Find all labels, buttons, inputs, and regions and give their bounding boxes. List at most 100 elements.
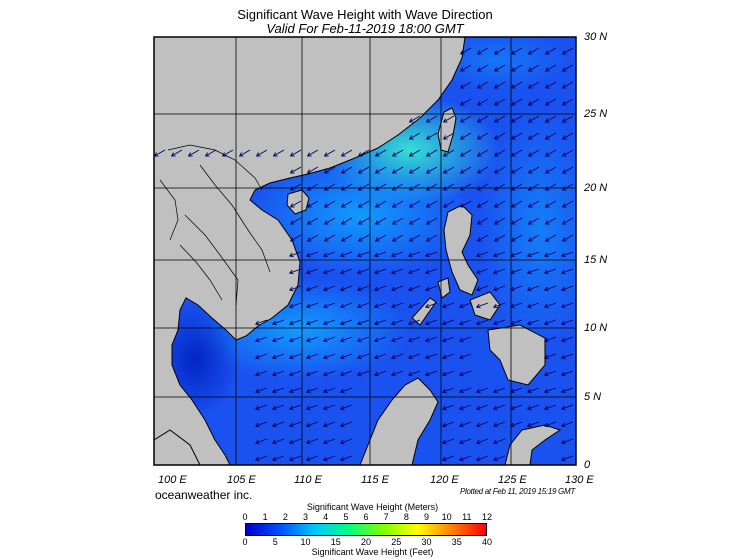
arrow-icon	[340, 149, 353, 157]
arrow-icon	[561, 81, 574, 89]
arrow-icon	[510, 166, 523, 174]
arrow-icon	[527, 98, 540, 106]
arrow-icon	[544, 234, 557, 242]
colorbar-tick: 10	[300, 537, 311, 547]
arrow-icon	[407, 319, 421, 326]
arrow-icon	[509, 285, 523, 292]
arrow-icon	[289, 217, 302, 225]
arrow-icon	[527, 200, 540, 208]
arrow-icon	[561, 200, 574, 208]
arrow-icon	[340, 166, 353, 174]
arrow-icon	[391, 183, 404, 191]
arrow-icon	[561, 234, 574, 242]
arrow-icon	[560, 387, 574, 394]
arrow-icon	[475, 438, 489, 445]
arrow-icon	[526, 251, 540, 258]
arrow-icon	[492, 455, 506, 462]
arrow-icon	[459, 132, 472, 140]
arrow-icon	[271, 370, 285, 377]
arrow-icon	[560, 421, 574, 428]
arrow-icon	[424, 336, 438, 343]
arrow-icon	[374, 166, 387, 174]
arrow-icon	[458, 336, 472, 343]
arrow-icon	[357, 217, 370, 225]
arrow-icon	[476, 64, 489, 72]
arrow-icon	[476, 98, 489, 106]
arrow-icon	[322, 268, 336, 275]
arrow-icon	[458, 455, 472, 462]
arrow-icon	[527, 149, 540, 157]
arrow-icon	[306, 234, 319, 242]
arrow-icon	[425, 234, 438, 242]
arrow-icon	[340, 183, 353, 191]
lat-label-5n: 5 N	[584, 391, 602, 403]
arrow-icon	[322, 404, 336, 411]
arrow-icon	[475, 404, 489, 411]
arrow-icon	[510, 132, 523, 140]
arrow-icon	[356, 285, 370, 292]
arrow-icon	[306, 149, 319, 157]
arrow-icon	[373, 285, 387, 292]
lon-label-120e: 120 E	[430, 474, 459, 486]
arrow-icon	[374, 217, 387, 225]
colorbar-tick: 8	[403, 512, 409, 522]
land-visayas	[469, 291, 501, 321]
arrow-icon	[306, 200, 319, 208]
arrow-icon	[391, 166, 404, 174]
arrow-icon	[305, 370, 319, 377]
arrow-icon	[408, 149, 421, 157]
arrow-icon	[459, 81, 472, 89]
arrow-icon	[340, 234, 353, 242]
arrow-icon	[527, 183, 540, 191]
arrow-icon	[407, 268, 421, 275]
arrow-icon	[560, 251, 574, 258]
arrow-icon	[357, 200, 370, 208]
colorbar-tick: 0	[242, 512, 248, 522]
colorbar-tick: 40	[481, 537, 492, 547]
arrow-icon	[254, 421, 268, 428]
arrow-icon	[288, 455, 302, 462]
arrow-icon	[441, 370, 455, 377]
arrow-icon	[561, 64, 574, 72]
arrow-icon	[288, 370, 302, 377]
lon-label-115e: 115 E	[361, 474, 389, 486]
arrow-icon	[339, 268, 353, 275]
arrow-icon	[424, 353, 438, 360]
colorbar-tick: 1	[262, 512, 268, 522]
arrow-icon	[323, 200, 336, 208]
arrow-icon	[543, 353, 557, 360]
arrow-icon	[543, 421, 557, 428]
arrow-icon	[425, 149, 438, 157]
land-mindanao	[487, 324, 546, 386]
arrow-icon	[373, 319, 387, 326]
arrow-icon	[322, 251, 336, 258]
arrow-icon	[544, 98, 557, 106]
arrow-icon	[408, 183, 421, 191]
arrow-icon	[254, 455, 268, 462]
arrow-icon	[425, 115, 438, 123]
arrow-icon	[373, 353, 387, 360]
colorbar-tick: 7	[383, 512, 389, 522]
arrow-icon	[374, 183, 387, 191]
arrow-icon	[509, 421, 523, 428]
arrow-icon	[476, 115, 489, 123]
arrow-icon	[476, 234, 489, 242]
arrow-icon	[425, 200, 438, 208]
arrow-icon	[356, 251, 370, 258]
arrow-icon	[424, 302, 438, 309]
arrow-icon	[526, 421, 540, 428]
wave-field-scs-north	[250, 155, 470, 275]
wave-field-pacific-east	[480, 110, 576, 350]
arrow-icon	[560, 285, 574, 292]
arrow-icon	[272, 149, 285, 157]
arrow-icon	[527, 64, 540, 72]
map-frame	[153, 36, 577, 466]
arrow-icon	[408, 132, 421, 140]
arrow-icon	[408, 166, 421, 174]
arrow-icon	[322, 319, 336, 326]
arrow-icon	[492, 319, 506, 326]
arrow-icon	[425, 217, 438, 225]
arrow-icon	[339, 251, 353, 258]
arrow-icon	[458, 387, 472, 394]
arrow-icon	[458, 421, 472, 428]
